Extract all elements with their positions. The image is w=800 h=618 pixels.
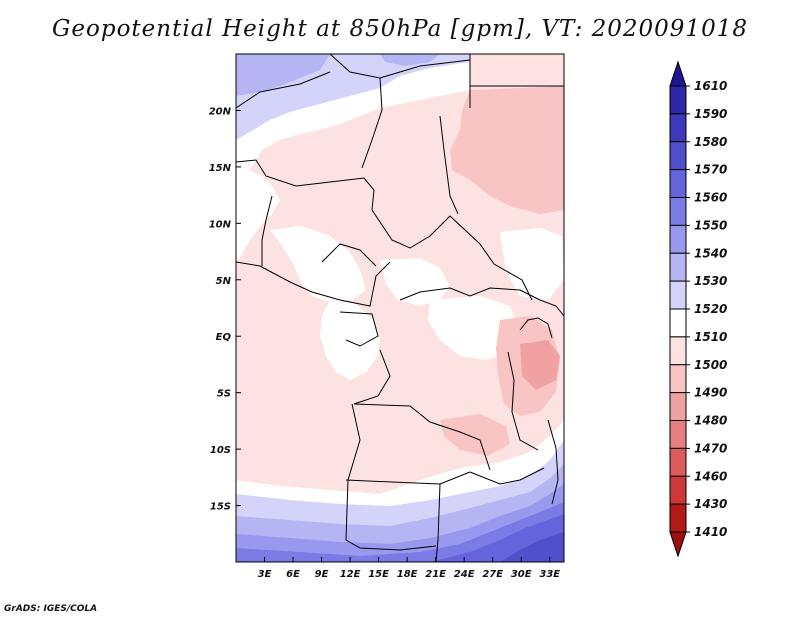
border-malawi-mozambique	[547, 419, 559, 505]
border-nigeria-cameroon	[321, 243, 377, 267]
colorbar-label: 1500	[694, 358, 727, 372]
colorbar-label: 1480	[694, 414, 727, 428]
border-zambia-zimbabwe	[469, 467, 545, 485]
colorbar-bin	[669, 503, 687, 533]
x-tick-label: 24E	[454, 569, 475, 580]
colorbar: 1610 1590 1580 1570 1560 1550 1540 1530 1520 1510…	[669, 60, 727, 558]
colorbar-bin	[669, 280, 687, 310]
border-drc-angola	[353, 349, 491, 471]
border-uganda	[539, 299, 564, 317]
country-borders	[236, 54, 564, 562]
height-field	[236, 54, 564, 562]
colorbar-bin	[669, 420, 687, 449]
border-angola-namibia	[345, 471, 471, 485]
colorbar-bin	[669, 141, 687, 171]
axis-ticks: 3E 6E 9E 12E 15E 18E 21E 24E 27E 30E 33E 20N 15N 10N 5…	[209, 106, 561, 580]
colorbar-bin	[669, 197, 687, 226]
field-west-coast-1510	[236, 170, 280, 262]
colorbar-top-triangle	[669, 60, 687, 87]
x-tick-label: 33E	[539, 569, 560, 580]
chart-title: Geopotential Height at 850hPa [gpm], VT:…	[52, 16, 748, 42]
x-tick-label: 15E	[368, 569, 389, 580]
y-tick-label: 5N	[216, 276, 232, 287]
colorbar-label: 1520	[694, 302, 727, 316]
border-car-south-sudan	[371, 209, 533, 301]
colorbar-bin	[669, 364, 687, 394]
border-sahel	[236, 159, 375, 211]
field-north-1530-east	[380, 54, 440, 66]
field-north-1510	[236, 62, 470, 180]
colorbar-bin	[669, 224, 687, 254]
colorbar-label: 1490	[694, 386, 727, 400]
field-sudan-1490	[450, 86, 564, 214]
field-nigeria-1510	[270, 226, 366, 302]
x-tick-label: 21E	[425, 569, 446, 580]
border-gabon	[339, 311, 379, 347]
colorbar-label: 1430	[694, 497, 727, 511]
field-north-1520	[236, 54, 564, 140]
colorbar-label: 1470	[694, 441, 727, 455]
colorbar-bin	[669, 113, 687, 143]
border-benin	[261, 195, 273, 266]
colorbar-label: 1590	[694, 107, 727, 121]
x-tick-label: 27E	[482, 569, 503, 580]
lake-victoria-shore	[519, 317, 553, 339]
y-tick-label: 15N	[209, 163, 232, 174]
field-congo-1510	[320, 300, 380, 380]
field-south-1550	[236, 502, 564, 562]
colorbar-label: 1570	[694, 163, 727, 177]
colorbar-bin	[669, 308, 687, 338]
border-gulf-guinea	[236, 261, 391, 307]
field-east-1510	[500, 228, 564, 300]
y-tick-label: EQ	[216, 332, 232, 343]
field-zambia-1490	[440, 414, 510, 456]
colorbar-bin	[669, 169, 687, 198]
y-tick-label: 15S	[210, 502, 231, 513]
border-south-africa	[345, 539, 437, 551]
colorbar-bin	[669, 336, 687, 366]
colorbar-label: 1560	[694, 191, 727, 205]
y-tick-label: 10N	[209, 219, 232, 230]
x-tick-label: 3E	[258, 569, 272, 580]
x-tick-label: 30E	[511, 569, 532, 580]
field-car-1510	[380, 258, 450, 306]
colorbar-label: 1530	[694, 274, 727, 288]
y-tick-label: 10S	[210, 445, 231, 456]
y-tick-label: 20N	[209, 106, 232, 117]
colorbar-bin	[669, 85, 687, 115]
field-north-1530-west	[236, 54, 330, 96]
border-angola-coast	[345, 403, 361, 541]
colorbar-label: 1510	[694, 330, 727, 344]
x-tick-label: 12E	[340, 569, 361, 580]
border-botswana	[435, 483, 441, 562]
border-chad-sudan	[439, 115, 459, 215]
colorbar-label: 1580	[694, 135, 727, 149]
y-tick-label: 5S	[217, 389, 231, 400]
map-frame	[235, 53, 565, 563]
field-south-1570	[500, 532, 564, 562]
border-lake-tanganyika	[507, 351, 539, 451]
x-tick-label: 6E	[286, 569, 300, 580]
colorbar-label: 1550	[694, 218, 727, 232]
colorbar-bottom-triangle	[669, 531, 687, 558]
border-niger-chad-north	[361, 77, 383, 169]
colorbar-bin	[669, 392, 687, 421]
colorbar-label: 1540	[694, 246, 727, 260]
field-lakes-1480	[520, 340, 560, 390]
field-libya-1500	[470, 54, 564, 90]
colorbar-bin	[669, 447, 687, 477]
grads-credit: GrADS: IGES/COLA	[4, 604, 98, 614]
border-mauritania-mali	[236, 71, 331, 109]
colorbar-bin	[669, 475, 687, 505]
colorbar-bin	[669, 252, 687, 282]
colorbar-label: 1610	[694, 79, 727, 93]
border-car-drc	[399, 287, 541, 301]
colorbar-label: 1410	[694, 525, 727, 539]
x-tick-label: 18E	[397, 569, 418, 580]
colorbar-label: 1460	[694, 469, 727, 483]
x-tick-label: 9E	[315, 569, 329, 580]
